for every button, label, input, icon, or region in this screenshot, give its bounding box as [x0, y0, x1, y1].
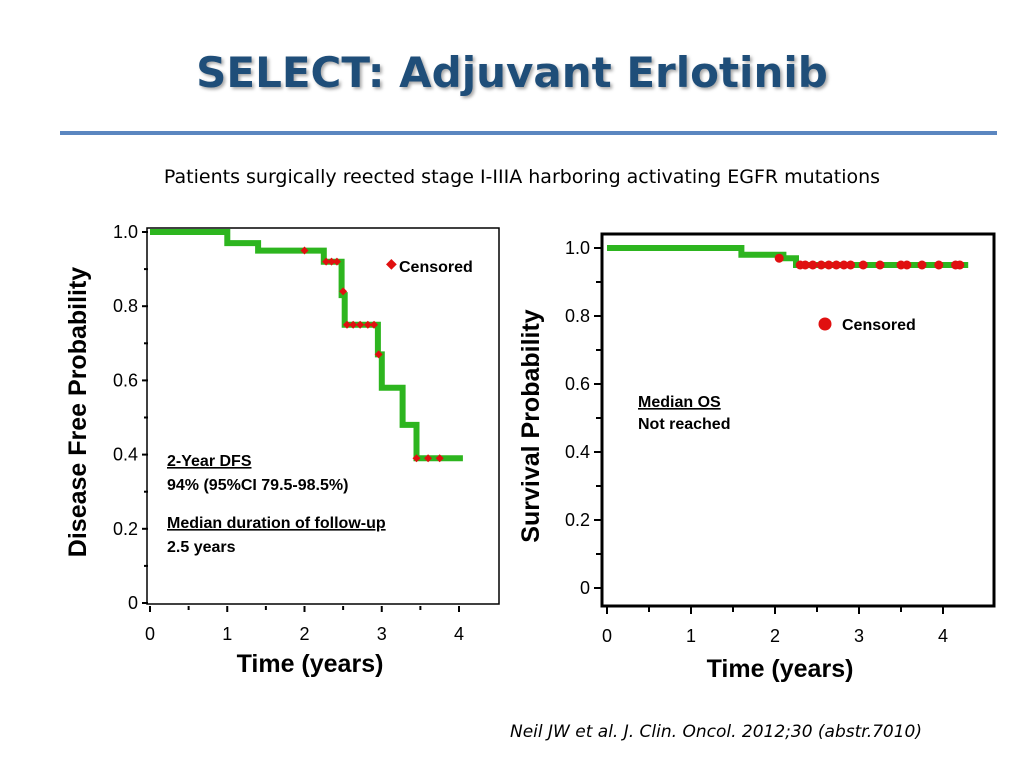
os-axes: 0 1 2 3 4 0 0.2 0.4 0.6 0.8 1.0: [565, 238, 948, 646]
dfs-x-tick-label: 4: [454, 624, 464, 644]
dfs-plot-frame: [146, 227, 500, 605]
os-censor-mark: [934, 260, 944, 270]
dfs-survival-line: [150, 229, 463, 462]
dfs-y-tick-label: 0.2: [113, 519, 138, 539]
os-censor-mark: [902, 260, 912, 270]
os-y-axis-label: Survival Probability: [517, 309, 545, 543]
dfs-legend-label: Censored: [399, 259, 473, 276]
os-curve: [607, 245, 969, 268]
os-censor-mark: [774, 253, 784, 263]
dfs-censor-mark: [435, 454, 444, 463]
dfs-y-tick-label: 0.6: [113, 370, 138, 390]
dfs-censor-mark: [339, 287, 348, 296]
os-censor-mark: [839, 260, 849, 270]
os-censor-mark: [917, 260, 927, 270]
dfs-x-tick-label: 1: [222, 624, 232, 644]
os-x-axis-label: Time (years): [707, 655, 854, 683]
dfs-censor-mark: [363, 320, 372, 329]
dfs-annotation-heading-2: Median duration of follow-up: [167, 515, 386, 532]
os-censor-mark: [858, 260, 868, 270]
dfs-censor-mark: [327, 257, 336, 266]
os-x-tick-label: 2: [770, 626, 780, 646]
dfs-y-tick-label: 1.0: [113, 222, 138, 242]
dfs-x-tick-label: 3: [377, 624, 387, 644]
citation: Neil JW et al. J. Clin. Oncol. 2012;30 (…: [510, 722, 923, 742]
os-y-tick-label: 0: [580, 578, 590, 598]
os-censor-mark: [875, 260, 885, 270]
os-censor-marks: [774, 253, 965, 270]
dfs-censor-marks: [300, 246, 444, 463]
os-x-tick-label: 0: [602, 626, 612, 646]
os-y-tick-label: 0.2: [565, 510, 590, 530]
os-legend-marker: [818, 317, 832, 331]
os-y-tick-label: 0.8: [565, 306, 590, 326]
dfs-annotation-text-1: 94% (95%CI 79.5-98.5%): [167, 477, 348, 494]
os-censor-mark: [846, 260, 856, 270]
dfs-censor-mark: [342, 320, 351, 329]
os-plot-frame: [600, 232, 996, 608]
os-censor-mark: [824, 260, 834, 270]
dfs-annotation-text-2: 2.5 years: [167, 539, 236, 556]
os-y-tick-label: 0.4: [565, 442, 590, 462]
dfs-censor-mark: [370, 320, 379, 329]
os-censor-mark: [800, 260, 810, 270]
dfs-annotation-heading-1: 2-Year DFS: [167, 453, 252, 470]
os-legend-label: Censored: [842, 317, 916, 334]
dfs-censor-mark: [300, 246, 309, 255]
os-censor-mark: [831, 260, 841, 270]
dfs-censor-mark: [374, 350, 383, 359]
dfs-x-tick-label: 0: [145, 624, 155, 644]
dfs-censor-mark: [322, 257, 331, 266]
dfs-censor-mark: [349, 320, 358, 329]
os-x-tick-label: 3: [854, 626, 864, 646]
os-x-tick-label: 4: [938, 626, 948, 646]
dfs-axes: 0 1 2 3 4 0 0.2 0.4 0.6 0.8 1.0: [113, 222, 464, 644]
title-divider: [60, 131, 997, 135]
dfs-chart: 0 1 2 3 4 0 0.2 0.4 0.6 0.8 1.0 Disease Free Proba…: [64, 222, 500, 678]
os-x-tick-label: 1: [686, 626, 696, 646]
dfs-y-tick-label: 0: [128, 593, 138, 613]
dfs-censor-mark: [412, 454, 421, 463]
dfs-censor-mark: [356, 320, 365, 329]
slide-subtitle: Patients surgically reected stage I-IIIA…: [163, 166, 881, 188]
dfs-y-tick-label: 0.8: [113, 296, 138, 316]
os-censor-mark: [955, 260, 965, 270]
slide-title: SELECT: Adjuvant Erlotinib: [196, 48, 828, 97]
dfs-x-tick-label: 2: [299, 624, 309, 644]
os-y-tick-label: 1.0: [565, 238, 590, 258]
dfs-y-tick-label: 0.4: [113, 445, 138, 465]
os-survival-line: [607, 245, 969, 268]
os-censor-mark: [816, 260, 826, 270]
os-censor-mark: [808, 260, 818, 270]
dfs-legend-marker: ◆: [386, 255, 397, 271]
dfs-censor-mark: [424, 454, 433, 463]
dfs-x-axis-label: Time (years): [237, 650, 384, 678]
dfs-censor-mark: [332, 257, 341, 266]
os-chart: 0 1 2 3 4 0 0.2 0.4 0.6 0.8 1.0 Survival Probabili…: [517, 232, 996, 683]
dfs-curve: [150, 229, 463, 462]
os-annotation-text-1: Not reached: [638, 416, 730, 433]
os-y-tick-label: 0.6: [565, 374, 590, 394]
dfs-y-axis-label: Disease Free Probability: [64, 267, 92, 558]
os-annotation-heading-1: Median OS: [638, 394, 721, 411]
